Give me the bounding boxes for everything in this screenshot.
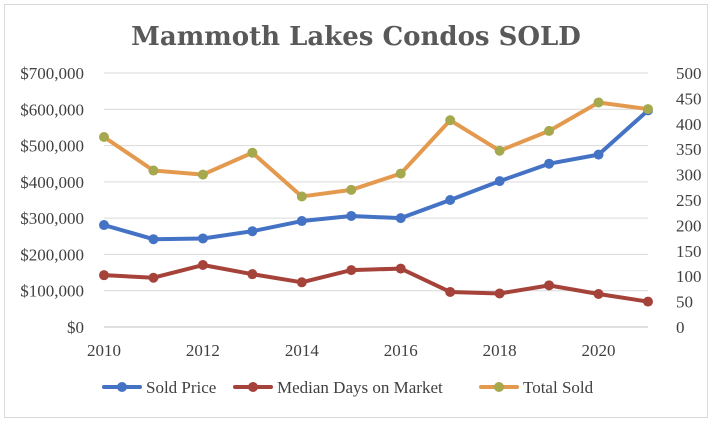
data-point-sold-price: [395, 213, 406, 224]
y-right-tick-label: 0: [676, 318, 685, 337]
chart-title: Mammoth Lakes Condos SOLD: [131, 22, 581, 52]
data-point-sold-price: [544, 158, 555, 169]
y-right-tick-label: 350: [676, 140, 702, 159]
data-point-total-sold: [346, 184, 357, 195]
series-line-median-days-on-market: [102, 263, 650, 304]
data-point-median-days-on-market: [395, 263, 406, 274]
x-tick-label: 2020: [582, 341, 616, 360]
series-median-days-on-market: [99, 260, 653, 307]
series-total-sold: [99, 97, 653, 202]
data-point-total-sold: [247, 147, 258, 158]
y-left-tick-label: $700,000: [20, 64, 84, 83]
data-point-median-days-on-market: [445, 286, 456, 297]
axes: $0 $100,000 $200,000 $300,000 $400,000 $500,0…: [20, 64, 701, 360]
data-point-median-days-on-market: [593, 288, 604, 299]
data-point-total-sold: [643, 104, 653, 115]
data-point-total-sold: [197, 169, 208, 180]
data-point-total-sold: [445, 115, 456, 126]
data-point-sold-price: [445, 195, 456, 205]
y-right-tick-label: 200: [676, 216, 702, 235]
x-tick-label: 2016: [384, 341, 418, 360]
y-right-tick-label: 450: [676, 89, 702, 108]
data-point-sold-price: [99, 220, 109, 231]
legend-marker-total-sold: [494, 382, 504, 392]
x-tick-label: 2014: [285, 341, 320, 360]
gridlines: [104, 72, 648, 292]
y-right-tick-label: 500: [676, 64, 702, 83]
y-right-tick-label: 400: [676, 115, 702, 134]
data-point-median-days-on-market: [296, 277, 307, 288]
data-point-median-days-on-market: [494, 288, 505, 299]
data-point-sold-price: [494, 176, 505, 187]
data-point-total-sold: [148, 165, 159, 176]
legend-marker-sold-price: [117, 382, 127, 392]
data-point-sold-price: [593, 149, 604, 160]
y-right-tick-label: 250: [676, 191, 702, 210]
data-point-median-days-on-market: [643, 296, 653, 307]
data-point-sold-price: [197, 233, 208, 244]
data-point-total-sold: [99, 132, 109, 143]
data-point-total-sold: [296, 191, 307, 202]
data-point-sold-price: [346, 210, 357, 221]
data-point-sold-price: [247, 226, 258, 237]
series-sold-price: [99, 105, 653, 245]
y-left-tick-label: $400,000: [20, 173, 84, 192]
y-left-tick-label: $600,000: [20, 100, 84, 119]
data-point-total-sold: [395, 168, 406, 179]
y-right-tick-label: 150: [676, 242, 702, 261]
data-point-total-sold: [544, 125, 555, 136]
y-left-tick-label: $200,000: [20, 245, 84, 264]
data-point-sold-price: [148, 234, 159, 245]
series: [99, 97, 653, 307]
data-point-median-days-on-market: [346, 265, 357, 276]
y-left-tick-label: $0: [67, 318, 84, 337]
data-point-sold-price: [296, 216, 307, 227]
legend: Sold Price Median Days on Market Total Sol…: [102, 378, 594, 397]
legend-label-total-sold: Total Sold: [523, 378, 594, 397]
y-left-tick-label: $100,000: [20, 282, 84, 301]
y-right-tick-label: 50: [676, 293, 693, 312]
legend-label-sold-price: Sold Price: [146, 378, 216, 397]
data-point-median-days-on-market: [99, 270, 109, 281]
data-point-median-days-on-market: [544, 280, 555, 291]
y-right-tick-label: 300: [676, 166, 702, 185]
data-point-total-sold: [494, 145, 505, 156]
x-tick-label: 2012: [186, 341, 220, 360]
series-line-total-sold: [102, 100, 650, 199]
data-point-median-days-on-market: [148, 272, 159, 283]
data-point-median-days-on-market: [197, 260, 208, 271]
y-left-tick-label: $500,000: [20, 137, 84, 156]
y-right-tick-label: 100: [676, 267, 702, 286]
x-tick-label: 2018: [483, 341, 517, 360]
legend-label-median-days-on-market: Median Days on Market: [277, 378, 443, 397]
data-point-total-sold: [593, 97, 604, 108]
legend-marker-median-days-on-market: [248, 382, 258, 392]
data-point-median-days-on-market: [247, 269, 258, 280]
y-left-tick-label: $300,000: [20, 209, 84, 228]
series-line-sold-price: [102, 108, 650, 242]
x-tick-label: 2010: [87, 341, 121, 360]
